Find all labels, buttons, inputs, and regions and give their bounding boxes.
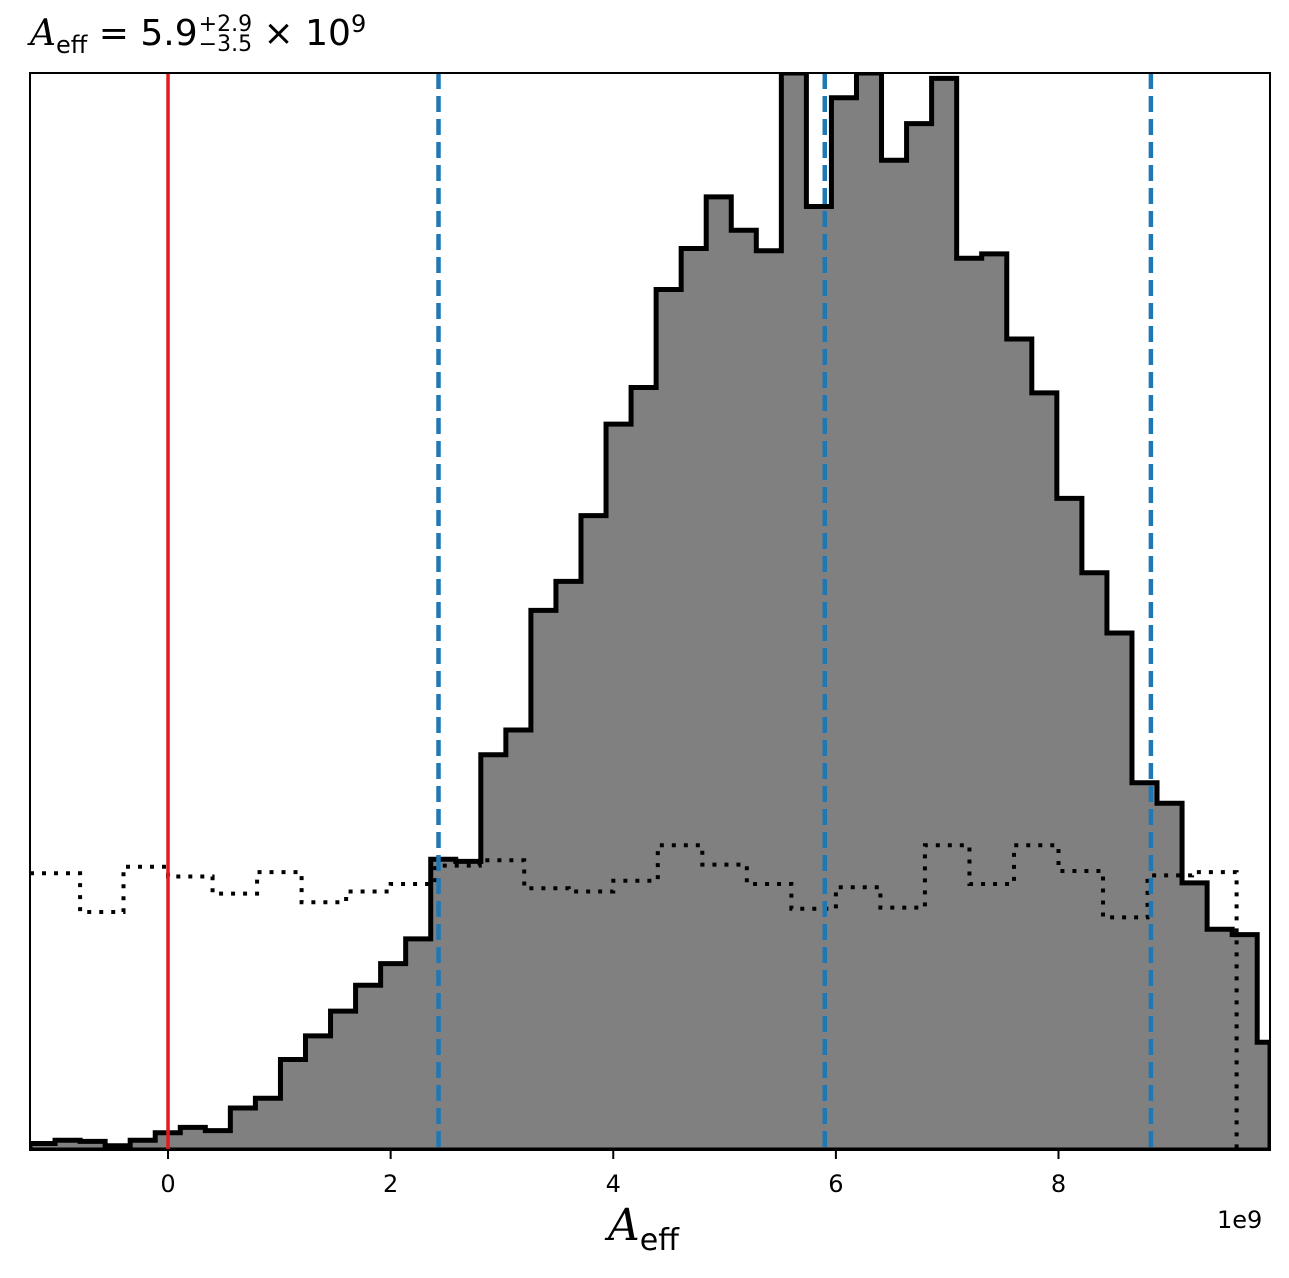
posterior-bar xyxy=(1131,782,1158,1150)
posterior-bar xyxy=(1157,803,1183,1150)
posterior-bar xyxy=(1207,929,1233,1150)
posterior-bar xyxy=(30,1143,56,1150)
posterior-bar xyxy=(1081,572,1108,1150)
posterior-bar xyxy=(856,73,883,1150)
posterior-bar xyxy=(881,160,908,1150)
posterior-bar xyxy=(330,1011,357,1150)
posterior-bar xyxy=(831,97,858,1150)
posterior-bar xyxy=(781,73,807,1150)
posterior-bar xyxy=(230,1107,257,1150)
x-axis-ticks: 0 2 4 6 8 xyxy=(160,1150,1066,1198)
posterior-bar xyxy=(430,859,457,1150)
posterior-bar xyxy=(1031,392,1058,1150)
posterior-bar xyxy=(1006,339,1033,1150)
posterior-bar xyxy=(455,861,482,1150)
x-axis-label-symbol: A xyxy=(608,1200,640,1251)
title-uncertainty: +2.9 −3.5 xyxy=(198,12,253,57)
posterior-bar xyxy=(681,248,707,1150)
x-axis-offset-label: 1e9 xyxy=(1217,1206,1263,1234)
posterior-bar xyxy=(1106,633,1133,1150)
x-tick-label: 0 xyxy=(160,1170,175,1198)
title-upper-error: +2.9 xyxy=(198,12,253,37)
title-lower-error: −3.5 xyxy=(198,32,253,57)
title-base: 10 xyxy=(305,13,351,54)
posterior-bar xyxy=(1257,1042,1270,1150)
posterior-outline xyxy=(30,73,1270,1150)
title-symbol: A xyxy=(30,13,56,54)
title-median: 5.9 xyxy=(140,13,198,54)
posterior-bar xyxy=(555,581,582,1150)
posterior-bar xyxy=(80,1141,106,1150)
posterior-bar xyxy=(530,610,557,1150)
posterior-bar xyxy=(631,387,657,1150)
posterior-bar xyxy=(706,196,732,1150)
x-tick-label: 4 xyxy=(606,1170,621,1198)
posterior-bar xyxy=(505,729,532,1150)
posterior-bar xyxy=(731,230,757,1150)
plot-area xyxy=(30,73,1270,1150)
posterior-bar xyxy=(480,754,507,1150)
axes-frame xyxy=(29,72,1271,1151)
posterior-bar xyxy=(255,1098,282,1150)
posterior-bar xyxy=(305,1035,332,1150)
posterior-bar xyxy=(180,1127,206,1150)
title-times: × xyxy=(263,13,294,54)
x-tick-label: 2 xyxy=(383,1170,398,1198)
posterior-bar xyxy=(380,963,407,1150)
posterior-bar xyxy=(580,515,607,1150)
x-axis-label: Aeff xyxy=(608,1200,679,1258)
posterior-bar xyxy=(956,258,983,1150)
x-axis-label-subscript: eff xyxy=(639,1222,679,1258)
posterior-bar xyxy=(806,206,833,1150)
posterior-bar xyxy=(355,985,382,1150)
posterior-bar xyxy=(756,250,782,1150)
posterior-bar xyxy=(931,78,958,1150)
posterior-bar xyxy=(981,253,1008,1150)
posterior-bar xyxy=(606,424,632,1150)
posterior-bar xyxy=(906,123,933,1150)
x-tick-label: 8 xyxy=(1051,1170,1066,1198)
posterior-bar xyxy=(55,1140,81,1150)
posterior-bar xyxy=(205,1130,231,1150)
x-tick-label: 6 xyxy=(828,1170,843,1198)
posterior-bar xyxy=(405,938,432,1150)
title-exponent: 9 xyxy=(350,10,367,38)
posterior-bar xyxy=(656,289,682,1150)
posterior-bar xyxy=(130,1140,156,1150)
posterior-bar xyxy=(1056,498,1083,1150)
posterior-bar xyxy=(1182,882,1208,1150)
title-equals: = xyxy=(98,13,129,54)
chart-title: Aeff = 5.9 +2.9 −3.5 × 109 xyxy=(30,10,366,59)
posterior-bar xyxy=(280,1059,307,1150)
title-subscript: eff xyxy=(56,31,88,60)
posterior-bar xyxy=(1232,934,1258,1150)
